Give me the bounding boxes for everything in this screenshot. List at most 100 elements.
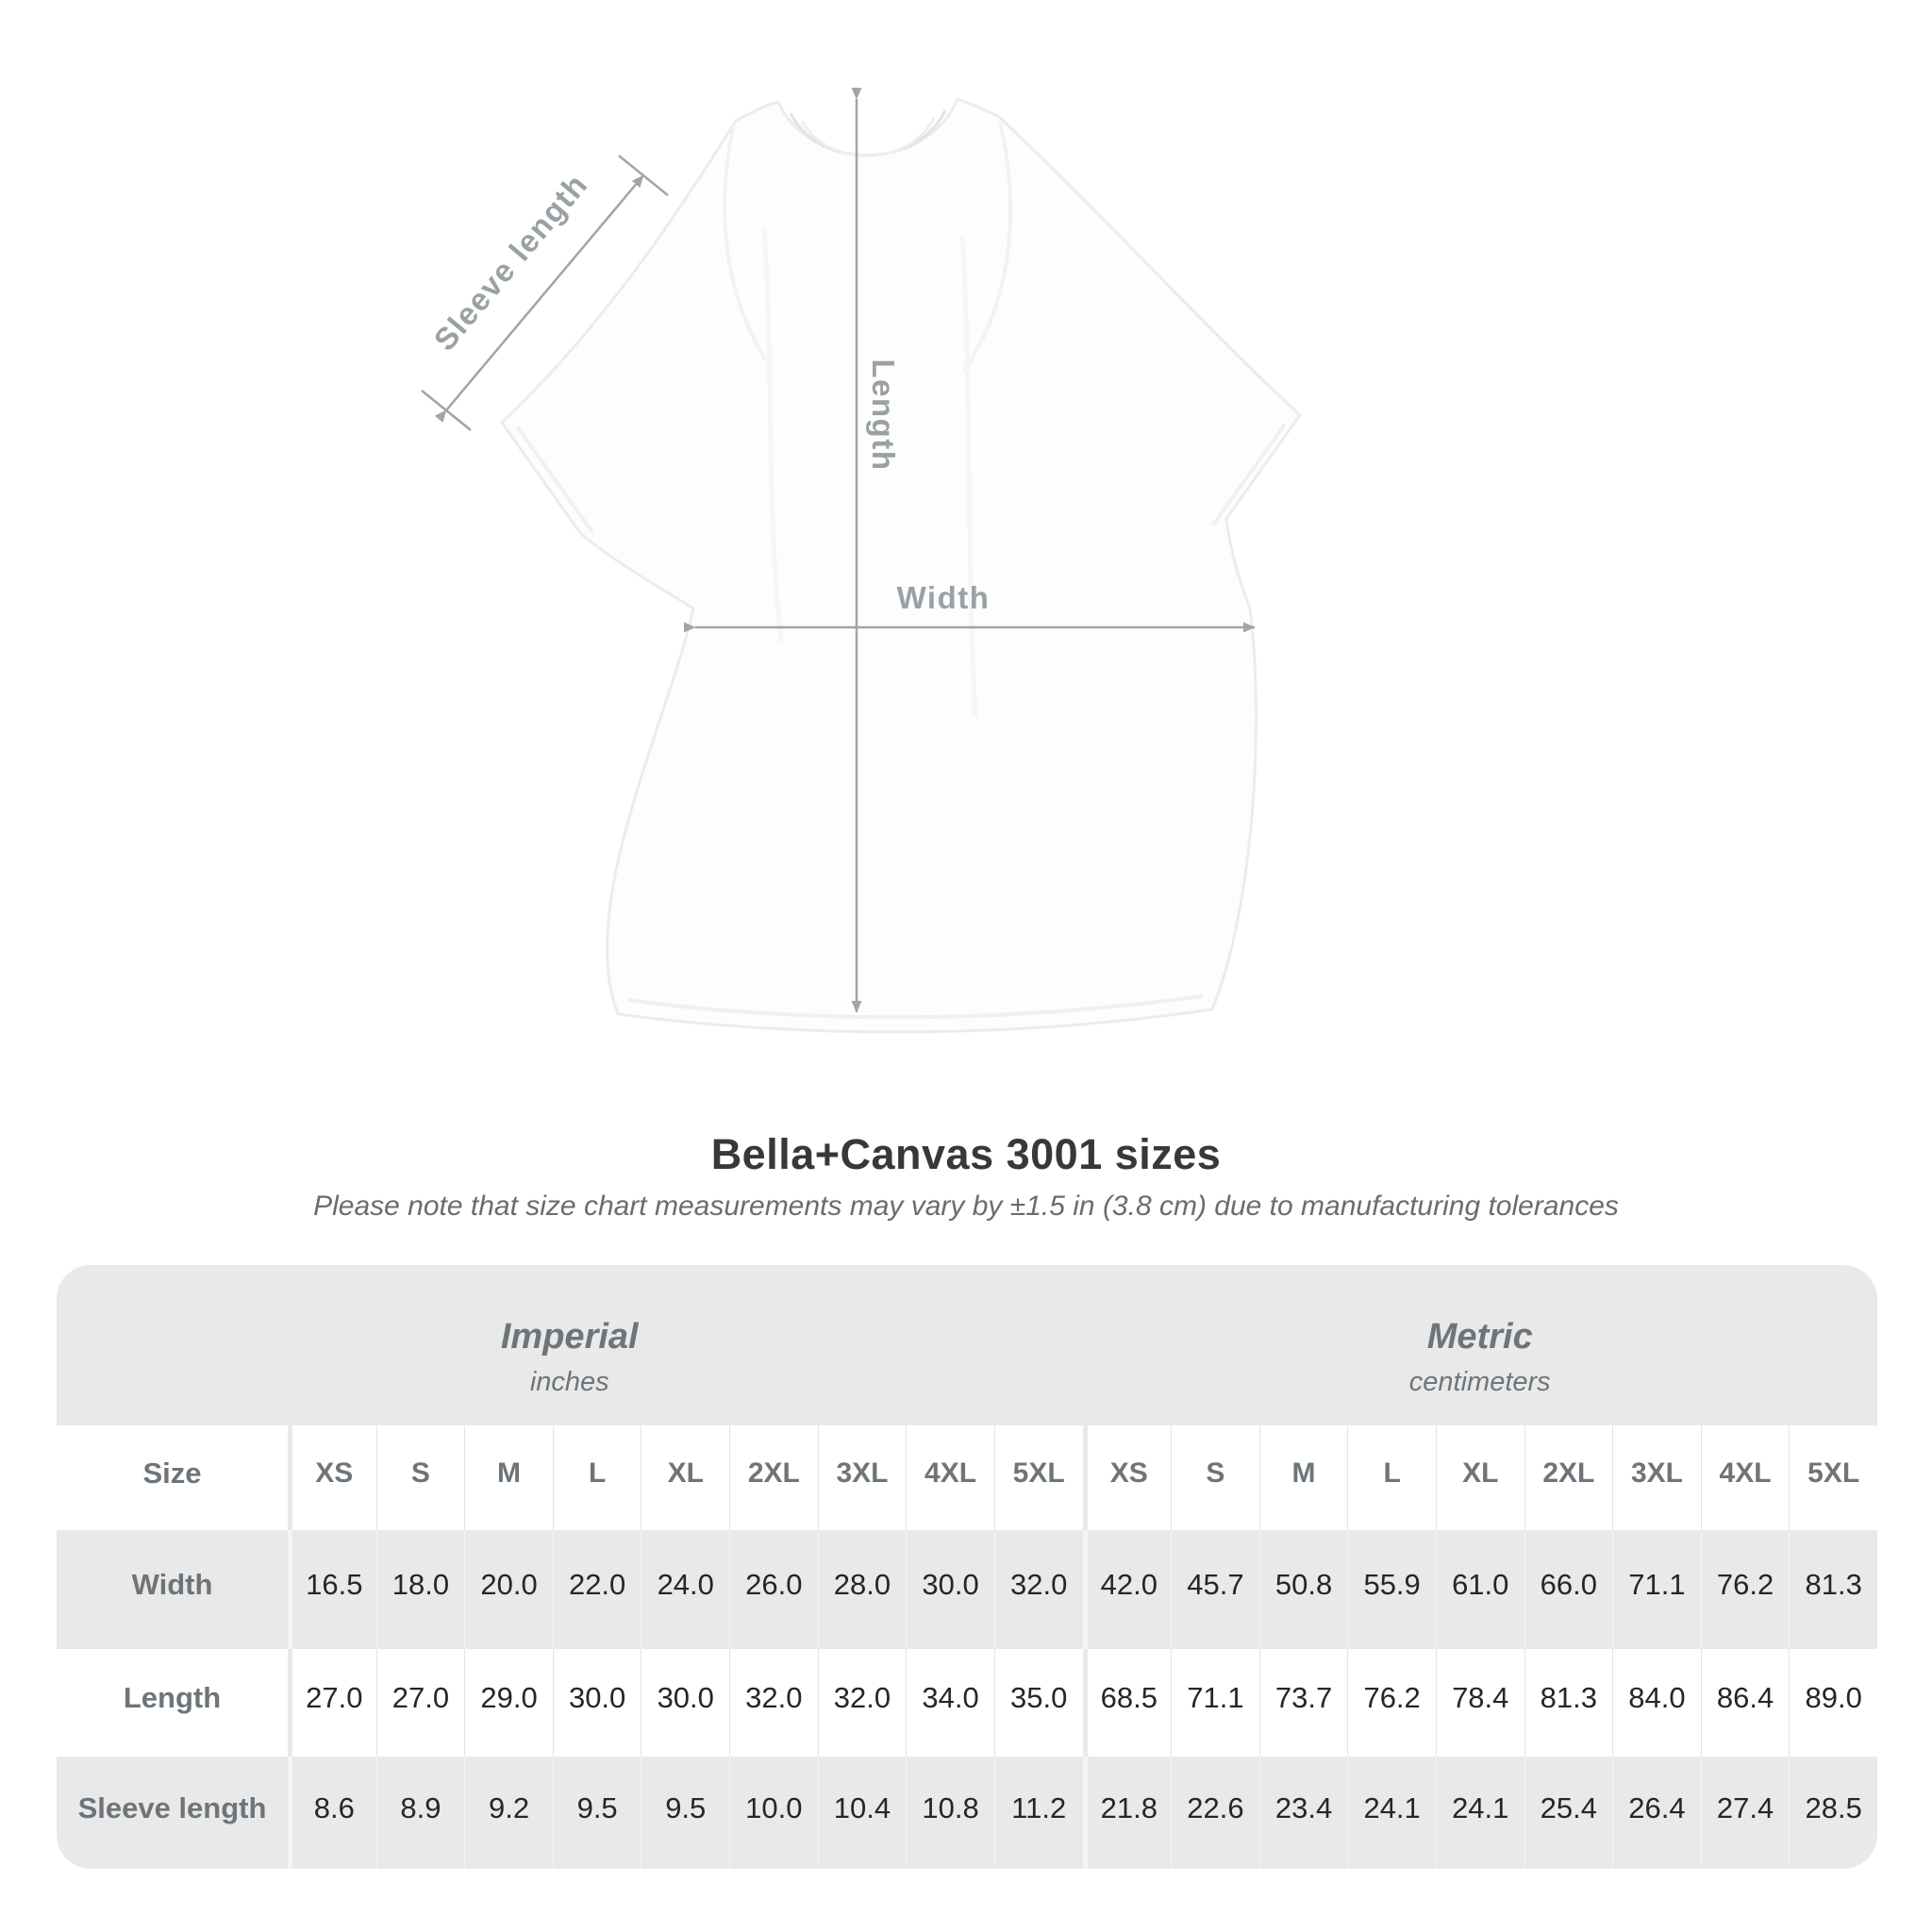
size-col-header: 2XL (1524, 1425, 1613, 1530)
hem-stitch (626, 994, 1204, 1020)
sleeve-extension-line-bottom (421, 390, 472, 431)
size-header-cell: Size (57, 1425, 288, 1530)
table-cell: 34.0 (906, 1649, 994, 1757)
table-cell: 28.5 (1789, 1757, 1877, 1869)
tshirt-diagram-svg: Length Width Sleeve length (421, 87, 1302, 1034)
table-cell: 26.0 (729, 1530, 818, 1649)
table-cell: 30.0 (906, 1530, 994, 1649)
size-col-header: XS (1082, 1425, 1172, 1530)
tshirt-diagram: Length Width Sleeve length (358, 57, 1377, 1075)
table-cell: 55.9 (1347, 1530, 1436, 1649)
metric-group-label: Metric (1426, 1317, 1533, 1357)
table-cell: 71.1 (1612, 1530, 1701, 1649)
size-col-header: XL (641, 1425, 730, 1530)
table-cell: 11.2 (993, 1757, 1083, 1869)
table-cell: 24.0 (641, 1530, 729, 1649)
table-cell: 10.4 (817, 1757, 907, 1869)
table-cell: 22.6 (1171, 1757, 1259, 1869)
size-col-header: S (375, 1425, 465, 1530)
table-cell: 22.0 (552, 1530, 641, 1649)
page-title: Bella+Canvas 3001 sizes (710, 1130, 1222, 1178)
table-cell: 20.0 (464, 1530, 553, 1649)
size-col-header: XS (288, 1425, 376, 1530)
cuff-stitch-right (1211, 423, 1287, 526)
size-col-header: 5XL (1789, 1425, 1877, 1530)
table-cell: 30.0 (552, 1649, 641, 1757)
imperial-group-label: Imperial (500, 1317, 639, 1357)
table-cell: 78.4 (1435, 1649, 1524, 1757)
metric-group-header: Metric centimeters (1083, 1265, 1878, 1425)
table-cell: 76.2 (1347, 1649, 1436, 1757)
table-cell: 27.4 (1700, 1757, 1790, 1869)
sleeve-length-label: Sleeve length (426, 167, 594, 358)
table-cell: 18.0 (375, 1530, 465, 1649)
row-label-length: Length (57, 1649, 288, 1757)
table-cell: 71.1 (1171, 1649, 1259, 1757)
tolerance-note: Please note that size chart measurements… (313, 1191, 1619, 1222)
table-cell: 86.4 (1700, 1649, 1790, 1757)
sleeve-extension-line-top (618, 155, 669, 196)
table-cell: 81.3 (1789, 1530, 1877, 1649)
table-cell: 66.0 (1524, 1530, 1613, 1649)
table-cell: 61.0 (1435, 1530, 1524, 1649)
table-cell: 45.7 (1171, 1530, 1259, 1649)
size-col-header: M (464, 1425, 553, 1530)
table-cell: 16.5 (288, 1530, 376, 1649)
sleeve-seam-left (723, 124, 768, 362)
table-cell: 73.7 (1258, 1649, 1348, 1757)
row-label-sleeve-length: Sleeve length (77, 1790, 267, 1824)
table-cell: 89.0 (1789, 1649, 1877, 1757)
size-col-header: 4XL (906, 1425, 994, 1530)
sleeve-seam-right (962, 122, 1012, 372)
cuff-stitch-left (515, 425, 594, 534)
table-cell: 8.9 (375, 1757, 465, 1869)
table-cell: 8.6 (288, 1757, 376, 1869)
metric-group-unit: centimeters (1408, 1367, 1551, 1397)
table-cell: 76.2 (1700, 1530, 1790, 1649)
table-cell: 32.0 (729, 1649, 818, 1757)
imperial-group-header: Imperial inches (57, 1265, 1083, 1425)
size-col-header: 5XL (993, 1425, 1083, 1530)
table-cell: 9.5 (641, 1757, 729, 1869)
table-cell: 32.0 (817, 1649, 907, 1757)
tshirt-body (500, 97, 1302, 1034)
tshirt-collar-inner (800, 117, 936, 158)
size-col-header: L (552, 1425, 641, 1530)
table-cell: 30.0 (641, 1649, 730, 1757)
table-cell: 81.3 (1524, 1649, 1613, 1757)
imperial-group-unit: inches (529, 1367, 609, 1397)
size-col-header: 4XL (1700, 1425, 1790, 1530)
table-cell: 27.0 (375, 1649, 465, 1757)
table-cell: 21.8 (1082, 1757, 1172, 1869)
length-label: Length (866, 359, 901, 472)
size-col-header: 3XL (1612, 1425, 1701, 1530)
size-col-header: M (1258, 1425, 1348, 1530)
table-cell: 68.5 (1082, 1649, 1172, 1757)
size-col-header: S (1171, 1425, 1259, 1530)
row-label-width: Width (131, 1568, 213, 1601)
size-col-header: 3XL (817, 1425, 907, 1530)
table-cell: 29.0 (464, 1649, 553, 1757)
crease-right (959, 235, 978, 718)
table-cell: 50.8 (1258, 1530, 1348, 1649)
table-cell: 24.1 (1435, 1757, 1524, 1869)
crease-left (761, 225, 784, 642)
table-cell: 42.0 (1082, 1530, 1172, 1649)
size-table: Imperial inches Metric centimeters Size … (57, 1265, 1877, 1869)
table-cell: 32.0 (993, 1530, 1083, 1649)
table-cell: 25.4 (1524, 1757, 1613, 1869)
table-cell: 10.0 (729, 1757, 818, 1869)
table-cell: 24.1 (1347, 1757, 1436, 1869)
table-cell: 10.8 (906, 1757, 994, 1869)
table-cell: 35.0 (993, 1649, 1083, 1757)
table-cell: 9.5 (552, 1757, 641, 1869)
size-col-header: L (1347, 1425, 1436, 1530)
table-cell: 27.0 (288, 1649, 376, 1757)
table-cell: 26.4 (1612, 1757, 1701, 1869)
size-col-header: 2XL (729, 1425, 818, 1530)
width-label: Width (897, 580, 991, 615)
table-cell: 28.0 (817, 1530, 907, 1649)
table-cell: 84.0 (1612, 1649, 1701, 1757)
table-cell: 23.4 (1258, 1757, 1348, 1869)
